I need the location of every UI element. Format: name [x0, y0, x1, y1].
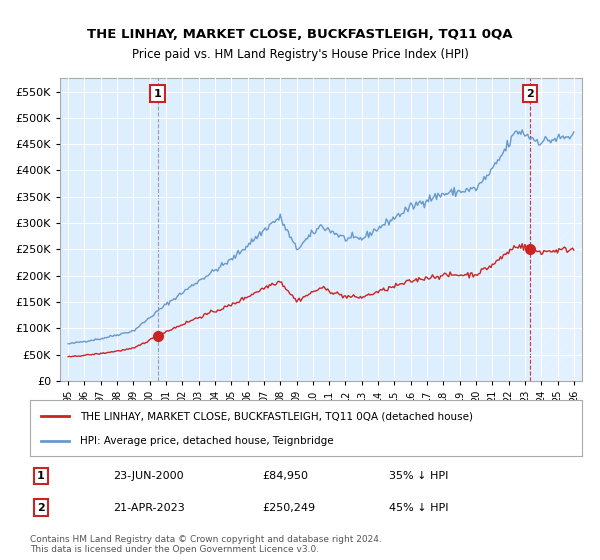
- Text: 1: 1: [154, 88, 161, 99]
- Text: Price paid vs. HM Land Registry's House Price Index (HPI): Price paid vs. HM Land Registry's House …: [131, 48, 469, 60]
- Text: 1: 1: [37, 471, 45, 481]
- Text: 23-JUN-2000: 23-JUN-2000: [113, 471, 184, 481]
- Text: £250,249: £250,249: [262, 502, 315, 512]
- Text: 2: 2: [37, 502, 45, 512]
- Text: THE LINHAY, MARKET CLOSE, BUCKFASTLEIGH, TQ11 0QA (detached house): THE LINHAY, MARKET CLOSE, BUCKFASTLEIGH,…: [80, 411, 473, 421]
- Text: Contains HM Land Registry data © Crown copyright and database right 2024.
This d: Contains HM Land Registry data © Crown c…: [30, 535, 382, 554]
- Bar: [530, 78, 590, 381]
- Text: 45% ↓ HPI: 45% ↓ HPI: [389, 502, 448, 512]
- Text: 35% ↓ HPI: 35% ↓ HPI: [389, 471, 448, 481]
- Text: 21-APR-2023: 21-APR-2023: [113, 502, 185, 512]
- Text: £84,950: £84,950: [262, 471, 308, 481]
- Text: THE LINHAY, MARKET CLOSE, BUCKFASTLEIGH, TQ11 0QA: THE LINHAY, MARKET CLOSE, BUCKFASTLEIGH,…: [87, 28, 513, 41]
- Text: HPI: Average price, detached house, Teignbridge: HPI: Average price, detached house, Teig…: [80, 436, 334, 446]
- Text: 2: 2: [526, 88, 533, 99]
